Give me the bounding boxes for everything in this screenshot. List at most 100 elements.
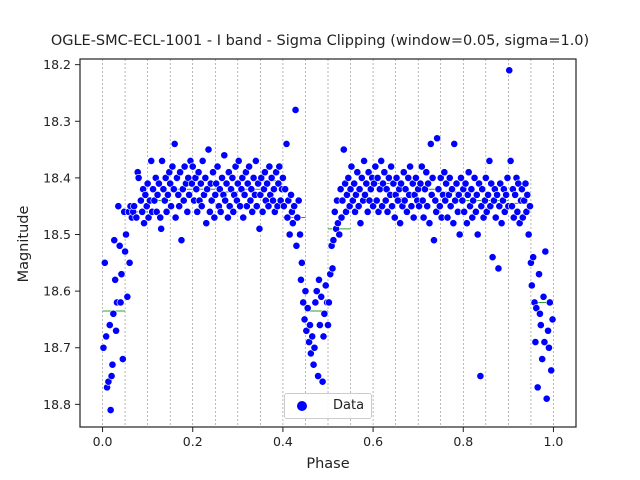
window-gridlines <box>102 59 554 427</box>
data-point <box>443 213 452 222</box>
data-point <box>283 213 292 222</box>
data-point <box>111 275 120 284</box>
data-point <box>373 173 382 182</box>
data-point <box>353 168 362 177</box>
data-point <box>452 179 461 188</box>
data-point <box>308 332 317 341</box>
data-point <box>267 173 276 182</box>
data-point <box>234 157 243 165</box>
data-point <box>260 168 269 177</box>
data-point <box>114 202 123 211</box>
data-point <box>369 202 377 211</box>
data-point <box>112 326 120 335</box>
data-point <box>285 230 294 239</box>
data-point <box>117 270 126 279</box>
data-point <box>288 219 297 228</box>
data-point <box>132 213 141 222</box>
legend: Data <box>284 393 372 419</box>
data-point <box>147 157 156 165</box>
data-point <box>339 145 348 154</box>
data-point <box>255 224 264 233</box>
data-point <box>105 321 114 329</box>
data-point <box>229 207 238 216</box>
data-point <box>432 207 441 216</box>
data-point <box>469 196 478 205</box>
data-point <box>320 309 329 318</box>
data-point <box>122 230 130 239</box>
data-point <box>306 321 314 329</box>
data-point <box>211 190 220 199</box>
data-point <box>169 185 178 194</box>
data-point <box>158 157 166 165</box>
data-point <box>291 106 300 114</box>
data-point <box>269 185 278 194</box>
data-point <box>109 309 118 318</box>
data-point <box>187 179 196 188</box>
data-point <box>102 332 111 341</box>
data-point <box>257 173 266 182</box>
data-point <box>419 213 428 222</box>
data-point <box>461 179 470 188</box>
data-point <box>205 207 214 216</box>
data-point <box>502 190 511 199</box>
plot-frame <box>79 58 577 428</box>
data-point <box>400 196 409 205</box>
data-point <box>468 213 477 222</box>
data-point <box>106 406 115 414</box>
data-point <box>164 190 172 199</box>
data-point <box>486 202 495 211</box>
data-point <box>424 179 433 188</box>
data-point <box>100 258 109 267</box>
data-point <box>545 343 553 352</box>
data-point <box>544 326 552 335</box>
data-point <box>487 179 496 188</box>
data-point <box>224 168 233 177</box>
y-tick-label: 18.5 <box>43 227 71 242</box>
data-point <box>370 179 378 188</box>
data-point <box>188 162 197 171</box>
data-point <box>245 162 253 171</box>
data-point <box>344 173 353 182</box>
data-point <box>225 202 234 211</box>
data-point <box>269 196 277 205</box>
data-point <box>310 343 319 352</box>
data-point <box>314 372 322 380</box>
data-point <box>440 168 449 177</box>
data-point <box>302 326 311 335</box>
data-point <box>138 207 147 216</box>
data-point <box>392 173 401 182</box>
data-point <box>531 338 540 346</box>
data-point <box>529 253 538 262</box>
data-point <box>448 185 456 194</box>
data-point <box>159 185 168 194</box>
data-point <box>445 173 454 182</box>
data-point <box>297 258 306 267</box>
data-point <box>296 230 304 239</box>
data-point <box>396 219 405 228</box>
data-point <box>427 190 436 199</box>
data-point <box>409 213 418 222</box>
data-point <box>180 162 189 171</box>
data-point <box>473 230 482 239</box>
data-point <box>306 349 315 358</box>
data-point <box>183 207 192 216</box>
data-point <box>239 213 248 222</box>
data-point <box>329 236 338 245</box>
data-point <box>197 202 206 211</box>
data-point <box>471 207 480 216</box>
data-point <box>384 173 393 182</box>
data-point <box>442 179 451 188</box>
y-tick-label: 18.3 <box>43 114 71 129</box>
data-point <box>252 202 261 211</box>
data-point <box>334 219 342 228</box>
data-point <box>509 213 518 222</box>
data-point <box>430 236 438 245</box>
y-axis-label: Magnitude <box>16 205 32 283</box>
data-point <box>220 151 229 160</box>
data-point <box>458 196 467 205</box>
data-point <box>494 264 503 273</box>
data-point <box>545 298 554 307</box>
data-point <box>417 162 426 171</box>
data-point <box>108 360 117 369</box>
data-point <box>463 190 472 199</box>
